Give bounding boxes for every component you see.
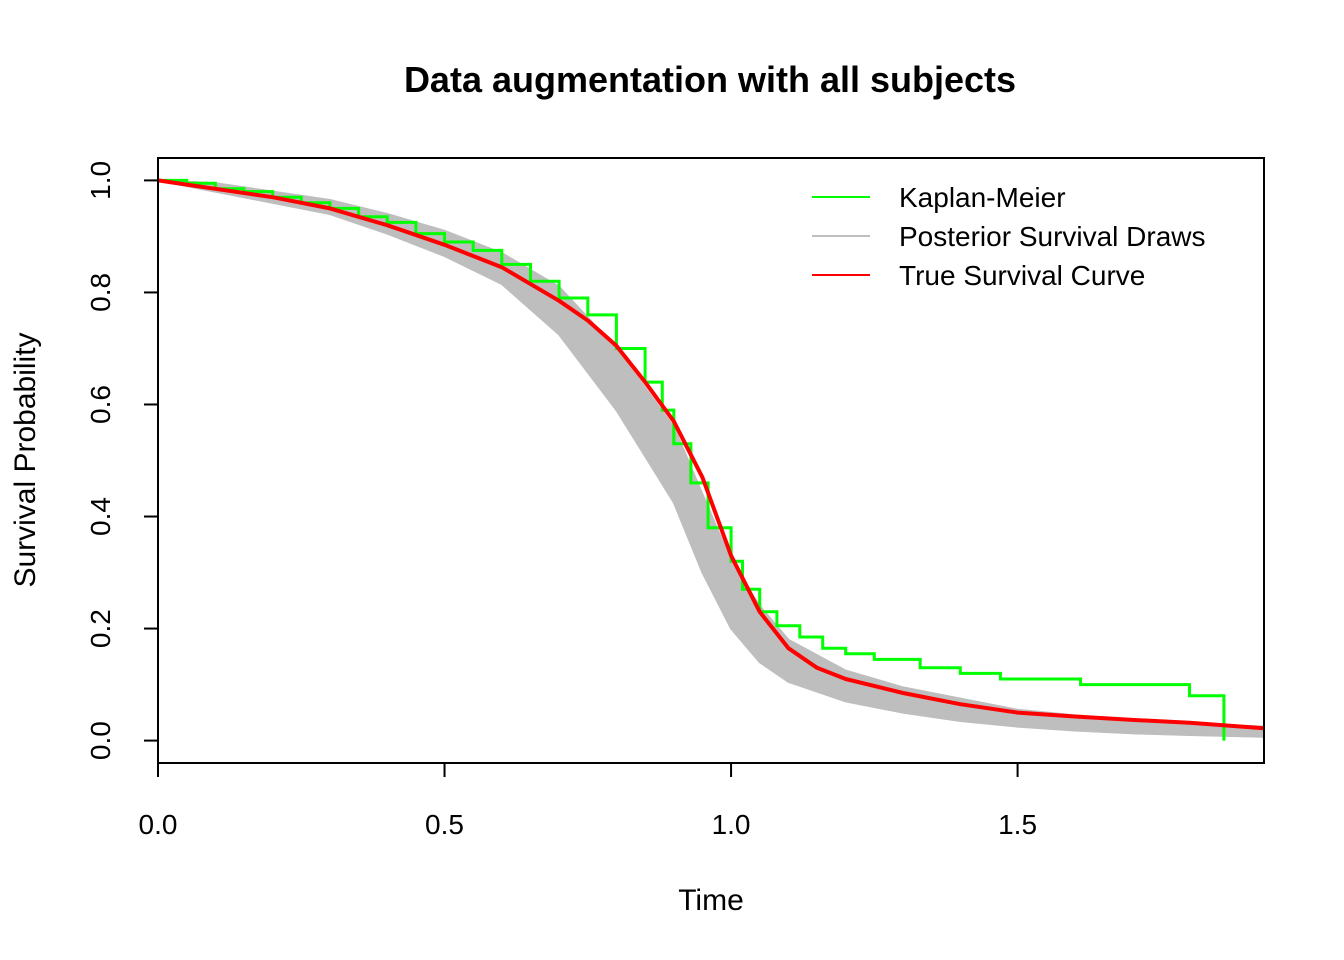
y-tick-label: 0.6 bbox=[85, 385, 116, 424]
x-tick-label: 0.5 bbox=[425, 809, 464, 840]
x-tick-label: 0.0 bbox=[139, 809, 178, 840]
legend-label: Kaplan-Meier bbox=[899, 182, 1066, 213]
y-tick-label: 1.0 bbox=[85, 161, 116, 200]
chart-title: Data augmentation with all subjects bbox=[404, 59, 1016, 100]
y-tick-label: 0.0 bbox=[85, 721, 116, 760]
x-axis-label: Time bbox=[678, 884, 744, 917]
y-tick-label: 0.4 bbox=[85, 497, 116, 536]
x-tick-label: 1.0 bbox=[712, 809, 751, 840]
y-axis-label: Survival Probability bbox=[9, 332, 42, 587]
y-tick-label: 0.8 bbox=[85, 273, 116, 312]
legend-label: True Survival Curve bbox=[899, 260, 1145, 291]
y-tick-label: 0.2 bbox=[85, 609, 116, 648]
legend: Kaplan-Meier Posterior Survival Draws True… bbox=[812, 182, 1206, 291]
x-axis: 0.0 0.5 1.0 1.5 bbox=[139, 762, 1037, 840]
legend-label: Posterior Survival Draws bbox=[899, 221, 1206, 252]
plot-area bbox=[157, 178, 1265, 741]
x-tick-label: 1.5 bbox=[998, 809, 1037, 840]
y-axis: 0.0 0.2 0.4 0.6 0.8 1.0 bbox=[85, 161, 159, 760]
true-survival-line bbox=[157, 178, 1265, 731]
